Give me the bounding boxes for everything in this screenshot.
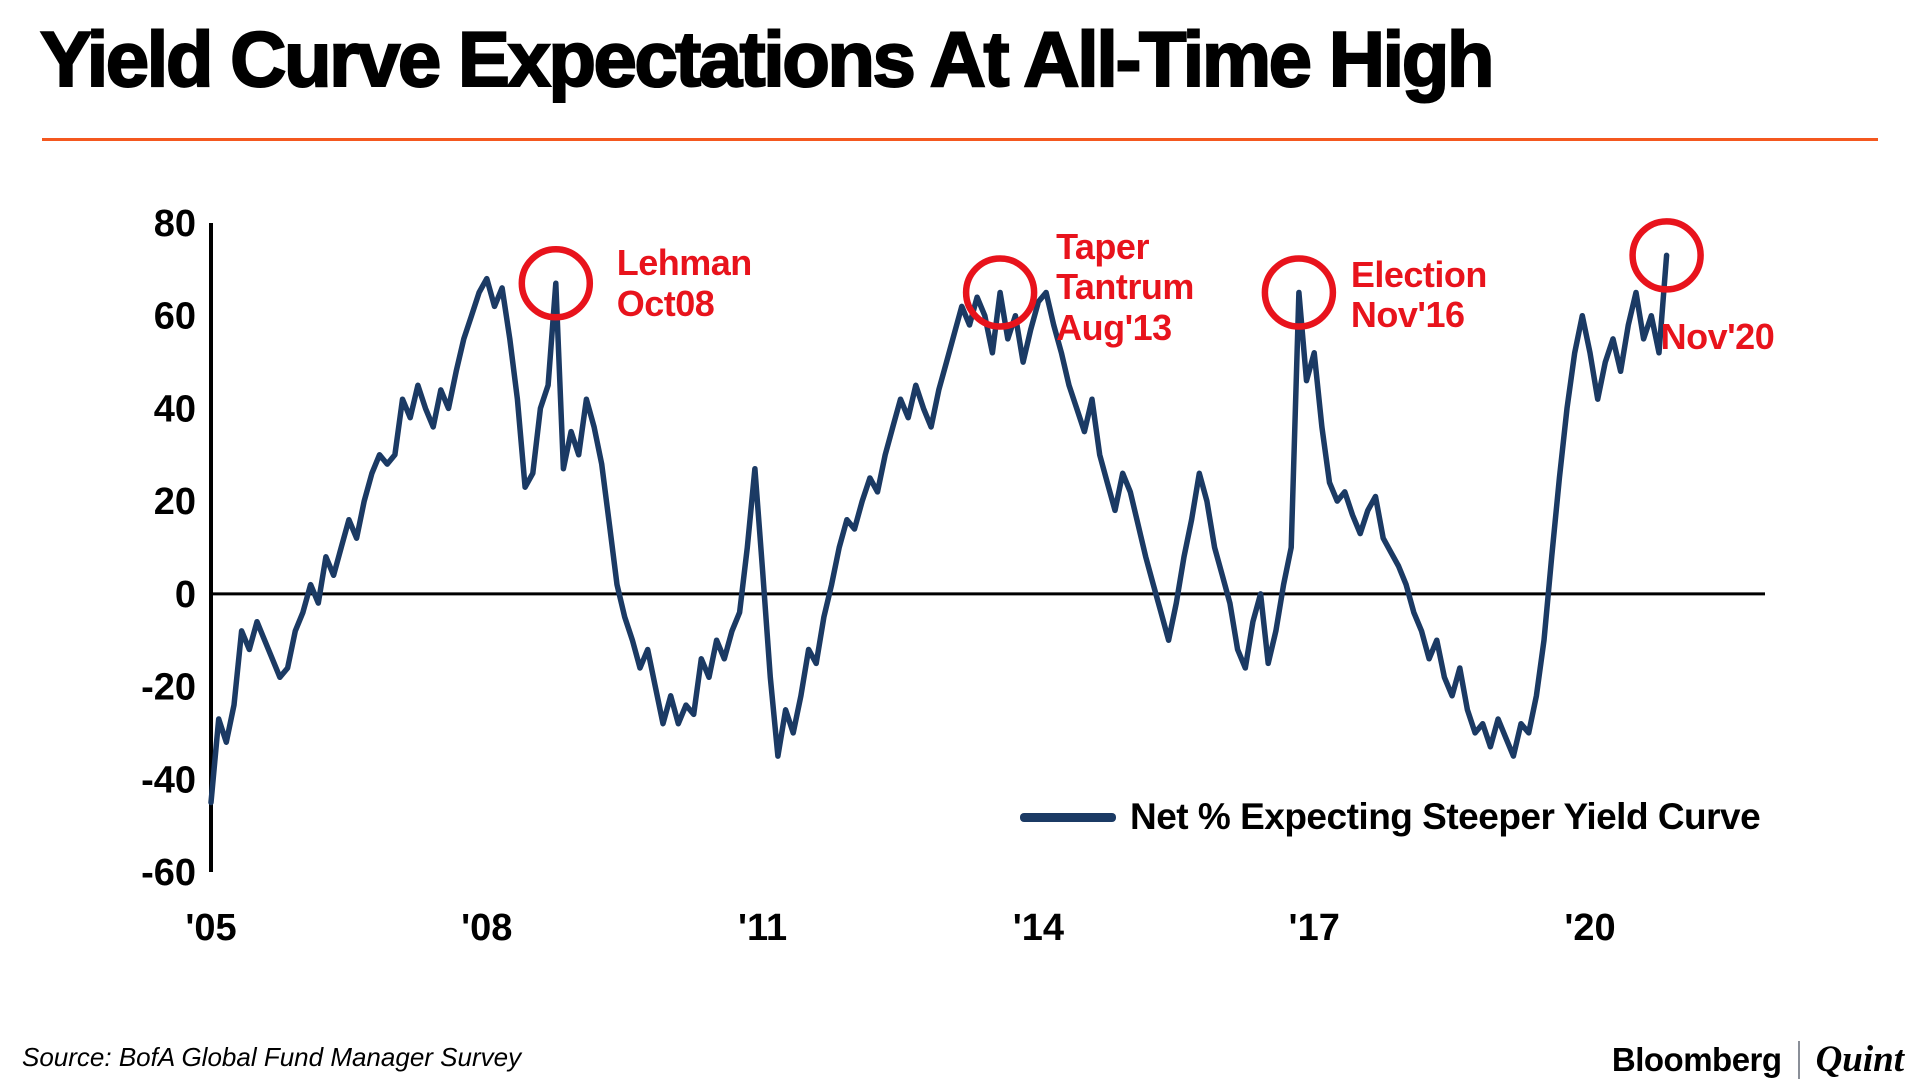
annotation-circle-lehman — [518, 246, 594, 321]
y-tick-label: -20 — [141, 667, 196, 709]
x-tick-label: '05 — [185, 907, 236, 949]
y-tick-label: 40 — [154, 388, 196, 430]
annotation-label-election: Election Nov'16 — [1350, 253, 1488, 336]
x-tick-label: '20 — [1564, 907, 1615, 949]
y-tick-label: 60 — [154, 296, 196, 338]
annotation-label-nov20: Nov'20 — [1660, 316, 1775, 358]
y-tick-label: -40 — [141, 759, 196, 801]
legend-line-swatch — [1020, 812, 1116, 822]
x-tick-label: '08 — [461, 907, 512, 949]
legend-label: Net % Expecting Steeper Yield Curve — [1130, 796, 1761, 837]
brand-divider — [1797, 1040, 1800, 1079]
bloomberg-logo: Bloomberg — [1611, 1040, 1782, 1078]
y-tick-label: 0 — [175, 574, 196, 616]
x-tick-label: '14 — [1013, 907, 1064, 949]
x-tick-label: '11 — [738, 907, 787, 949]
annotation-circle-election — [1261, 255, 1337, 330]
annotation-circle-taper-tantrum — [962, 255, 1038, 330]
y-tick-label: 80 — [154, 203, 196, 245]
series-line-net-pct-steeper — [208, 252, 1670, 806]
x-tick-label: '17 — [1289, 907, 1340, 949]
y-tick-label: -60 — [141, 852, 196, 894]
brand-footer: Bloomberg Quint — [1612, 1038, 1904, 1081]
y-tick-label: 20 — [154, 481, 196, 523]
annotation-label-lehman: Lehman Oct08 — [616, 242, 753, 324]
title-underline-rule — [42, 138, 1878, 141]
annotation-label-taper-tantrum: Taper Tantrum Aug'13 — [1056, 225, 1194, 348]
quint-logo: Quint — [1815, 1039, 1904, 1080]
page-title: Yield Curve Expectations At All-Time Hig… — [39, 14, 1496, 104]
source-attribution: Source: BofA Global Fund Manager Survey — [22, 1042, 522, 1072]
chart-legend: Net % Expecting Steeper Yield Curve — [1020, 796, 1761, 838]
annotation-circle-nov-20 — [1629, 218, 1704, 293]
